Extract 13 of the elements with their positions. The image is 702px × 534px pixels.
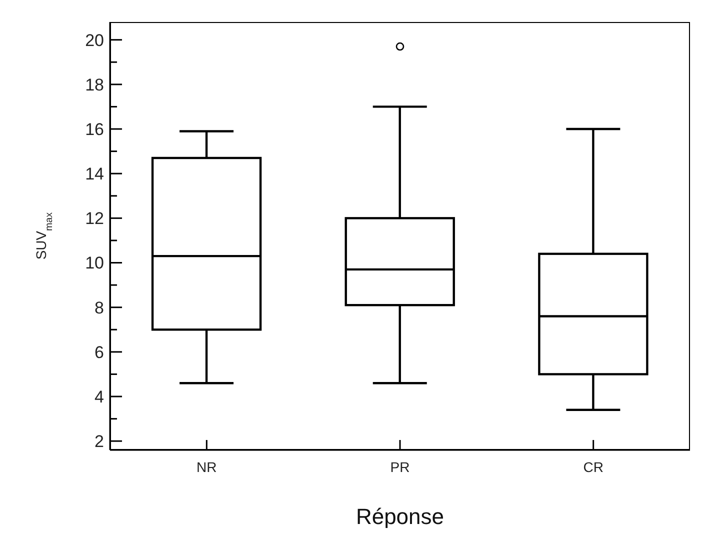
x-tick-label: PR (390, 459, 410, 475)
y-tick-label: 10 (85, 254, 104, 273)
x-tick-label: NR (196, 459, 217, 475)
y-tick-label: 4 (94, 387, 104, 406)
y-tick-label: 6 (94, 342, 104, 362)
y-tick-label: 14 (85, 164, 104, 184)
x-tick-label: CR (583, 459, 604, 475)
y-tick-label: 18 (85, 75, 104, 94)
y-tick-label: 8 (94, 298, 104, 318)
y-tick-label: 16 (85, 120, 104, 139)
y-tick-label: 12 (85, 209, 104, 228)
y-tick-label: 2 (94, 432, 104, 452)
y-tick-label: 20 (85, 30, 104, 50)
